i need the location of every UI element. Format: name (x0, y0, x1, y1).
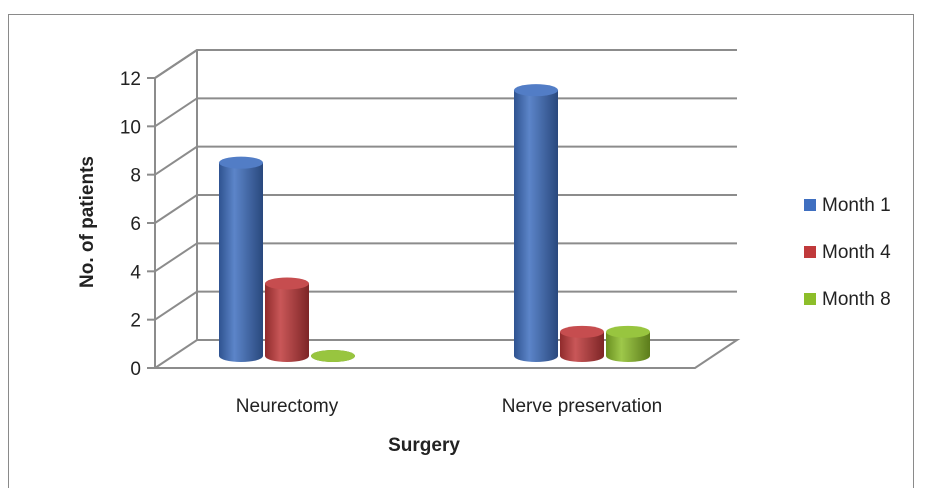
bar-top (560, 325, 604, 338)
chart-floor (151, 339, 741, 369)
bar-month-4-neurectomy (265, 277, 309, 362)
legend-swatch (804, 246, 816, 258)
y-tick-label: 0 (130, 359, 141, 380)
bar-top (311, 350, 355, 362)
gridline (154, 49, 737, 79)
x-axis-title: Surgery (388, 435, 460, 456)
legend-label: Month 8 (822, 289, 891, 310)
y-tick-labels: 0 2 4 6 8 10 12 (120, 69, 142, 380)
y-tick-label: 4 (130, 262, 141, 283)
gridline (154, 97, 737, 128)
legend-label: Month 4 (822, 242, 891, 263)
bar-month-8-nerve-preservation (606, 325, 650, 362)
bar-top (219, 156, 263, 169)
y-tick-label: 2 (130, 311, 141, 332)
bar-body (219, 162, 263, 362)
bars (219, 84, 650, 363)
y-axis-title: No. of patients (77, 156, 98, 288)
x-category-label: Neurectomy (236, 396, 339, 417)
y-tick-label: 6 (130, 214, 141, 235)
chart-frame (8, 14, 914, 488)
bar-month-1-neurectomy (219, 156, 263, 362)
bar-month-8-neurectomy (311, 350, 355, 362)
bar-body (265, 283, 309, 362)
bar-body (606, 331, 650, 362)
y-tick-label: 10 (120, 117, 141, 138)
y-tick-label: 12 (120, 69, 141, 90)
bar-top (606, 325, 650, 338)
x-category-label: Nerve preservation (502, 396, 663, 417)
legend-swatch (804, 293, 816, 305)
bar-body (560, 331, 604, 362)
bar-month-1-nerve-preservation (514, 84, 558, 363)
y-tick-label: 8 (130, 166, 141, 187)
bar-top (514, 84, 558, 97)
x-category-labels: Neurectomy Nerve preservation (236, 396, 662, 417)
legend: Month 1 Month 4 Month 8 (804, 195, 891, 310)
legend-label: Month 1 (822, 195, 891, 216)
bar-body (514, 90, 558, 363)
bar-top (265, 277, 309, 290)
bar-month-4-nerve-preservation (560, 325, 604, 362)
legend-swatch (804, 199, 816, 211)
